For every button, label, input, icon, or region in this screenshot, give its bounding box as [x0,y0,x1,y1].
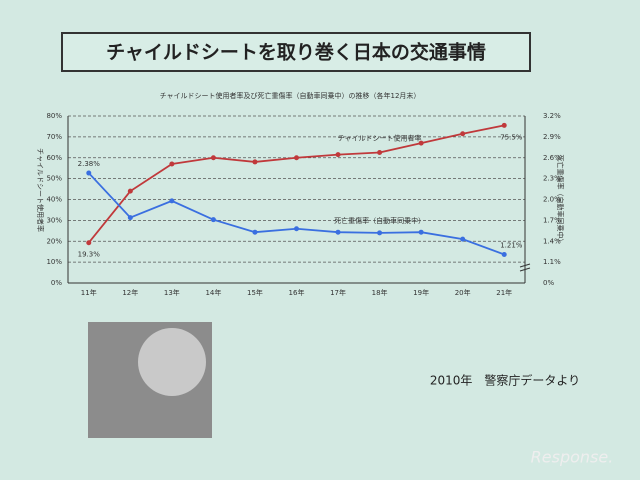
point [335,152,341,158]
slide-title: チャイルドシートを取り巻く日本の交通事情 [106,41,486,64]
series-label: チャイルドシート使用者率 [338,134,422,143]
series-label: 死亡重傷率（自動車同乗中） [334,216,425,225]
y2-tick-label: 1.7% [543,216,561,224]
point [169,198,175,204]
y-tick-label: 80% [46,112,62,120]
y-tick-label: 60% [46,154,62,162]
point [169,161,175,167]
x-tick-label: 18年 [372,288,388,297]
x-tick-label: 14年 [205,288,221,297]
point [86,170,92,176]
baby-photo-face [138,328,206,396]
y-axis-label: チャイルドシート使用者率 [36,148,45,232]
line [88,124,505,244]
y2-tick-label: 2.3% [543,175,561,183]
y2-tick-label: 1.1% [543,258,561,266]
y2-tick-label: 2.0% [543,196,561,204]
point [86,240,92,246]
y-tick-label: 30% [46,216,62,224]
point [460,236,466,242]
y-tick-label: 70% [46,133,62,141]
point [377,230,383,236]
point [252,229,258,235]
y2-tick-label: 2.6% [543,154,561,162]
title-box [61,32,531,72]
x-tick-label: 19年 [413,288,429,297]
point [294,226,299,232]
point [210,155,216,161]
line [88,172,505,256]
value-label: 1.21% [500,241,523,249]
x-tick-label: 16年 [289,288,305,297]
point [252,159,258,165]
watermark: Response. [531,448,614,467]
y-tick-label: 20% [46,237,62,245]
point [418,229,424,235]
x-tick-label: 15年 [247,288,263,297]
y2-bottom-label: 0% [543,279,554,287]
y2-tick-label: 3.2% [543,112,561,120]
value-label: 19.3% [78,251,101,259]
source-note: 2010年 警察庁データより [430,373,580,388]
x-tick-label: 21年 [496,288,512,297]
x-tick-label: 13年 [164,288,180,297]
axis-break [519,263,531,272]
x-tick-label: 11年 [81,288,97,297]
point [127,188,133,194]
chart-title: チャイルドシート使用者率及び死亡重傷率（自動車同乗中）の推移（各年12月末） [160,91,421,100]
point [335,229,341,235]
y2-tick-label: 2.9% [543,133,561,141]
y-tick-label: 40% [46,196,62,204]
point [210,217,216,223]
point [418,140,424,146]
point [294,155,299,161]
value-label: 75.5% [500,133,523,141]
point [501,251,507,257]
x-tick-label: 12年 [122,288,138,297]
point [377,150,383,156]
point [460,131,466,137]
value-label: 2.38% [78,160,101,168]
x-tick-label: 17年 [330,288,346,297]
y2-axis-label: 死亡重傷率（自動車同乗中） [556,155,565,246]
y-tick-label: 0% [51,279,62,287]
y2-tick-label: 1.4% [543,237,561,245]
point [127,215,133,221]
y-tick-label: 50% [46,175,62,183]
y-tick-label: 10% [46,258,62,266]
x-tick-label: 20年 [455,288,471,297]
point [501,122,507,128]
